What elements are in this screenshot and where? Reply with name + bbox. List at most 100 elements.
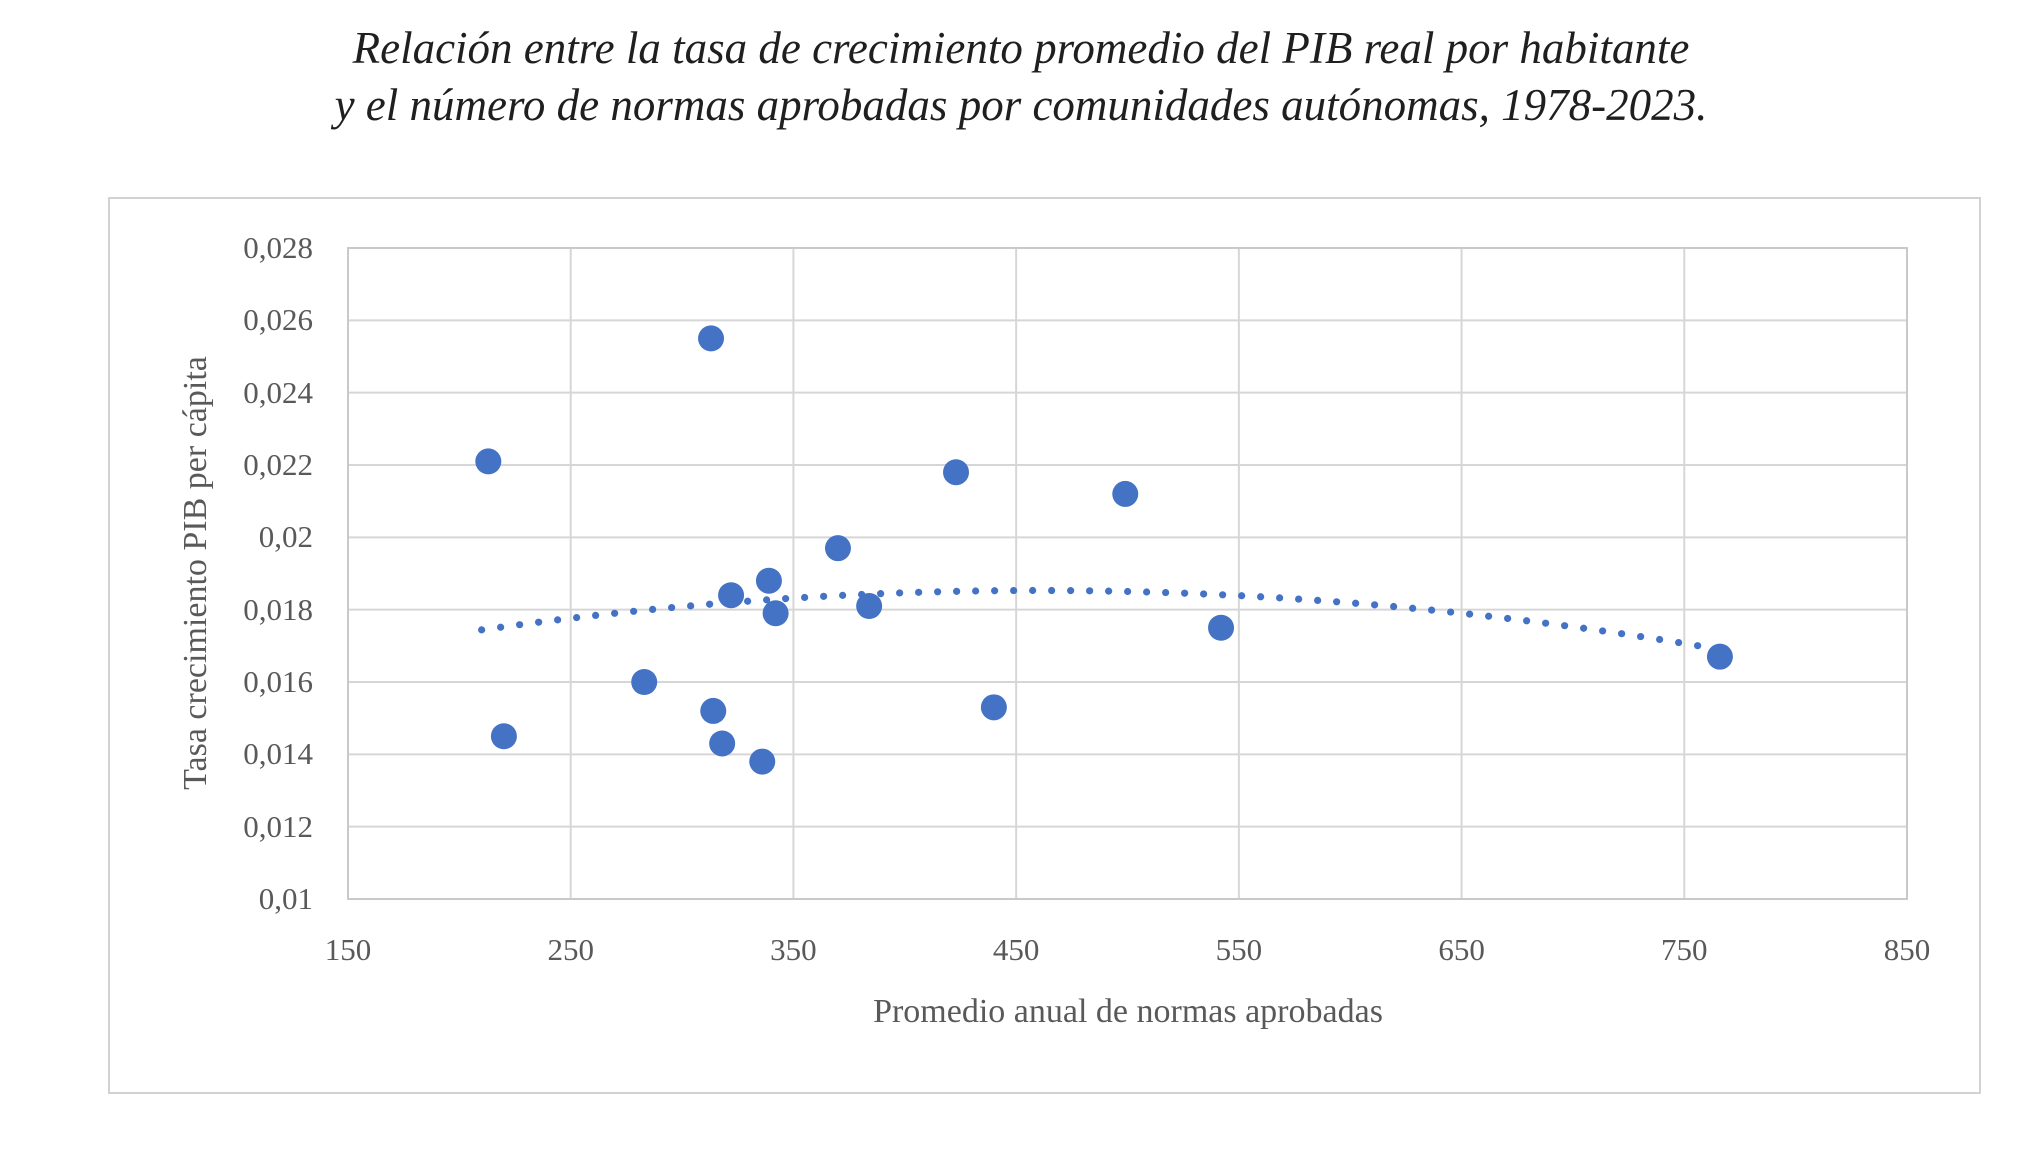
trendline-dot <box>1694 642 1702 650</box>
trendline-dot <box>1580 624 1588 632</box>
y-tick-label: 0,026 <box>243 302 313 338</box>
trendline-dot <box>1295 595 1303 603</box>
trendline-dot <box>1143 588 1151 596</box>
trendline-dot <box>801 593 809 602</box>
x-tick-label: 750 <box>1661 932 1708 967</box>
trendline-dot <box>1029 586 1037 595</box>
data-point <box>1706 643 1733 670</box>
trendline-dot <box>1656 635 1664 644</box>
trendline-dot <box>1409 604 1417 612</box>
trendline-dot <box>991 587 999 595</box>
trendline-dot <box>877 590 885 598</box>
trendline-dot <box>1675 638 1683 647</box>
x-axis-title: Promedio anual de normas aprobadas <box>873 993 1383 1030</box>
y-tick-label: 0,02 <box>258 519 313 555</box>
trendline-dot <box>972 587 980 595</box>
chart-title-line-2: y el número de normas aprobadas por comu… <box>334 80 1708 130</box>
chart-title-line-1: Relación entre la tasa de crecimiento pr… <box>352 23 1690 73</box>
y-tick-label: 0,022 <box>243 447 313 482</box>
trendline-dot <box>1485 612 1493 620</box>
data-point <box>1208 614 1235 641</box>
trendline-dot <box>782 595 790 603</box>
x-tick-label: 450 <box>992 932 1040 967</box>
trendline-dot <box>953 587 961 595</box>
y-tick-label: 0,024 <box>243 374 313 410</box>
x-tick-label: 150 <box>324 932 372 967</box>
trendline-dot <box>611 609 619 617</box>
data-point <box>490 723 517 750</box>
data-point <box>980 694 1007 721</box>
x-tick-label: 350 <box>770 932 817 967</box>
trendline-dot <box>1447 608 1455 616</box>
trendline-dot <box>706 600 714 608</box>
trendline-dot <box>1523 617 1531 625</box>
y-tick-label: 0,018 <box>243 591 313 627</box>
trendline-dot <box>668 603 676 612</box>
data-point <box>631 669 658 695</box>
y-tick-label: 0,016 <box>243 664 313 699</box>
y-tick-label: 0,01 <box>258 881 313 916</box>
data-point <box>698 325 725 352</box>
data-point <box>475 448 502 475</box>
trendline-dot <box>1504 614 1512 623</box>
trendline-dot <box>630 607 638 615</box>
y-tick-label: 0,012 <box>243 808 313 844</box>
x-tick-label: 650 <box>1438 932 1485 967</box>
trendline-dot <box>1542 619 1550 627</box>
trendline-dot <box>1371 601 1379 609</box>
data-point <box>755 567 782 594</box>
y-tick-label: 0,028 <box>243 230 313 265</box>
trendline-dot <box>1314 596 1322 605</box>
trendline-dot <box>1561 622 1569 630</box>
trendline-dot <box>915 588 923 596</box>
trendline-dot <box>1276 594 1284 602</box>
data-point <box>709 730 736 757</box>
y-tick-label: 0,014 <box>243 736 313 772</box>
data-point <box>762 600 789 627</box>
trendline-dot <box>1352 599 1360 607</box>
data-point <box>700 697 727 724</box>
trendline-dot <box>1086 587 1094 595</box>
data-point <box>1112 480 1139 507</box>
trendline-dot <box>1067 587 1075 595</box>
trendline-dot <box>649 605 657 614</box>
trendline-dot <box>687 602 695 610</box>
trendline-dot <box>1124 587 1132 596</box>
trendline-dot <box>1466 610 1474 618</box>
trendline-dot <box>820 592 828 600</box>
trendline-dot <box>1181 589 1189 597</box>
trendline-dot <box>1390 602 1398 611</box>
plot-border <box>347 247 1908 900</box>
chart-title: Relación entre la tasa de crecimiento pr… <box>0 20 2042 134</box>
data-point <box>856 593 883 620</box>
trendline-dot <box>478 626 486 634</box>
trendline-dot <box>497 623 505 631</box>
trendline-dot <box>1010 586 1018 595</box>
data-point <box>943 459 970 486</box>
trendline-dot <box>1162 588 1170 597</box>
x-tick-label: 550 <box>1215 932 1263 967</box>
data-point <box>749 748 776 775</box>
trendline-dot <box>573 613 581 622</box>
x-tick-label: 850 <box>1883 932 1931 967</box>
trendline-dot <box>1238 592 1246 600</box>
y-axis-title: Tasa crecimiento PIB per cápita <box>177 356 214 790</box>
trendline-dot <box>1257 593 1265 601</box>
trendline-dot <box>1618 630 1626 638</box>
trendline-dot <box>839 591 847 599</box>
trendline-dot <box>1428 606 1436 614</box>
trendline-dot <box>1048 586 1056 595</box>
trendline-dot <box>1333 598 1341 606</box>
trendline-dot <box>554 616 562 624</box>
trendline-dot <box>535 618 543 626</box>
trendline-dot <box>934 588 942 596</box>
data-point <box>718 582 745 609</box>
trendline-dot <box>516 621 524 629</box>
trendline-dot <box>1637 632 1645 641</box>
trendline-dot <box>1599 627 1607 635</box>
trendline-dot <box>763 596 771 604</box>
trendline-dot <box>592 611 600 620</box>
trendline-dot <box>744 597 752 605</box>
